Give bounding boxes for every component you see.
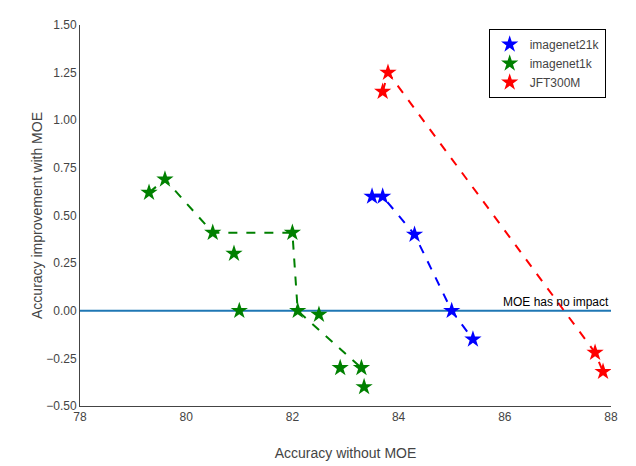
svg-text:imagenet1k: imagenet1k [530,57,593,71]
svg-text:imagenet21k: imagenet21k [530,38,600,52]
svg-text:Accuracy improvement with MOE: Accuracy improvement with MOE [29,112,45,319]
svg-text:88: 88 [604,410,618,424]
svg-text:1.00: 1.00 [53,113,77,127]
svg-text:1.50: 1.50 [53,18,77,32]
svg-text:Accuracy without MOE: Accuracy without MOE [275,445,417,461]
svg-text:JFT300M: JFT300M [530,76,581,90]
svg-text:78: 78 [73,410,87,424]
svg-text:0.25: 0.25 [53,256,77,270]
svg-text:0.75: 0.75 [53,161,77,175]
svg-text:−0.50: −0.50 [46,399,77,413]
svg-text:0.50: 0.50 [53,209,77,223]
svg-text:1.25: 1.25 [53,66,77,80]
svg-text:−0.25: −0.25 [46,352,77,366]
svg-text:MOE has no impact: MOE has no impact [503,295,609,309]
svg-text:80: 80 [180,410,194,424]
svg-text:84: 84 [392,410,406,424]
svg-text:0.00: 0.00 [53,304,77,318]
svg-text:82: 82 [286,410,300,424]
svg-text:86: 86 [498,410,512,424]
